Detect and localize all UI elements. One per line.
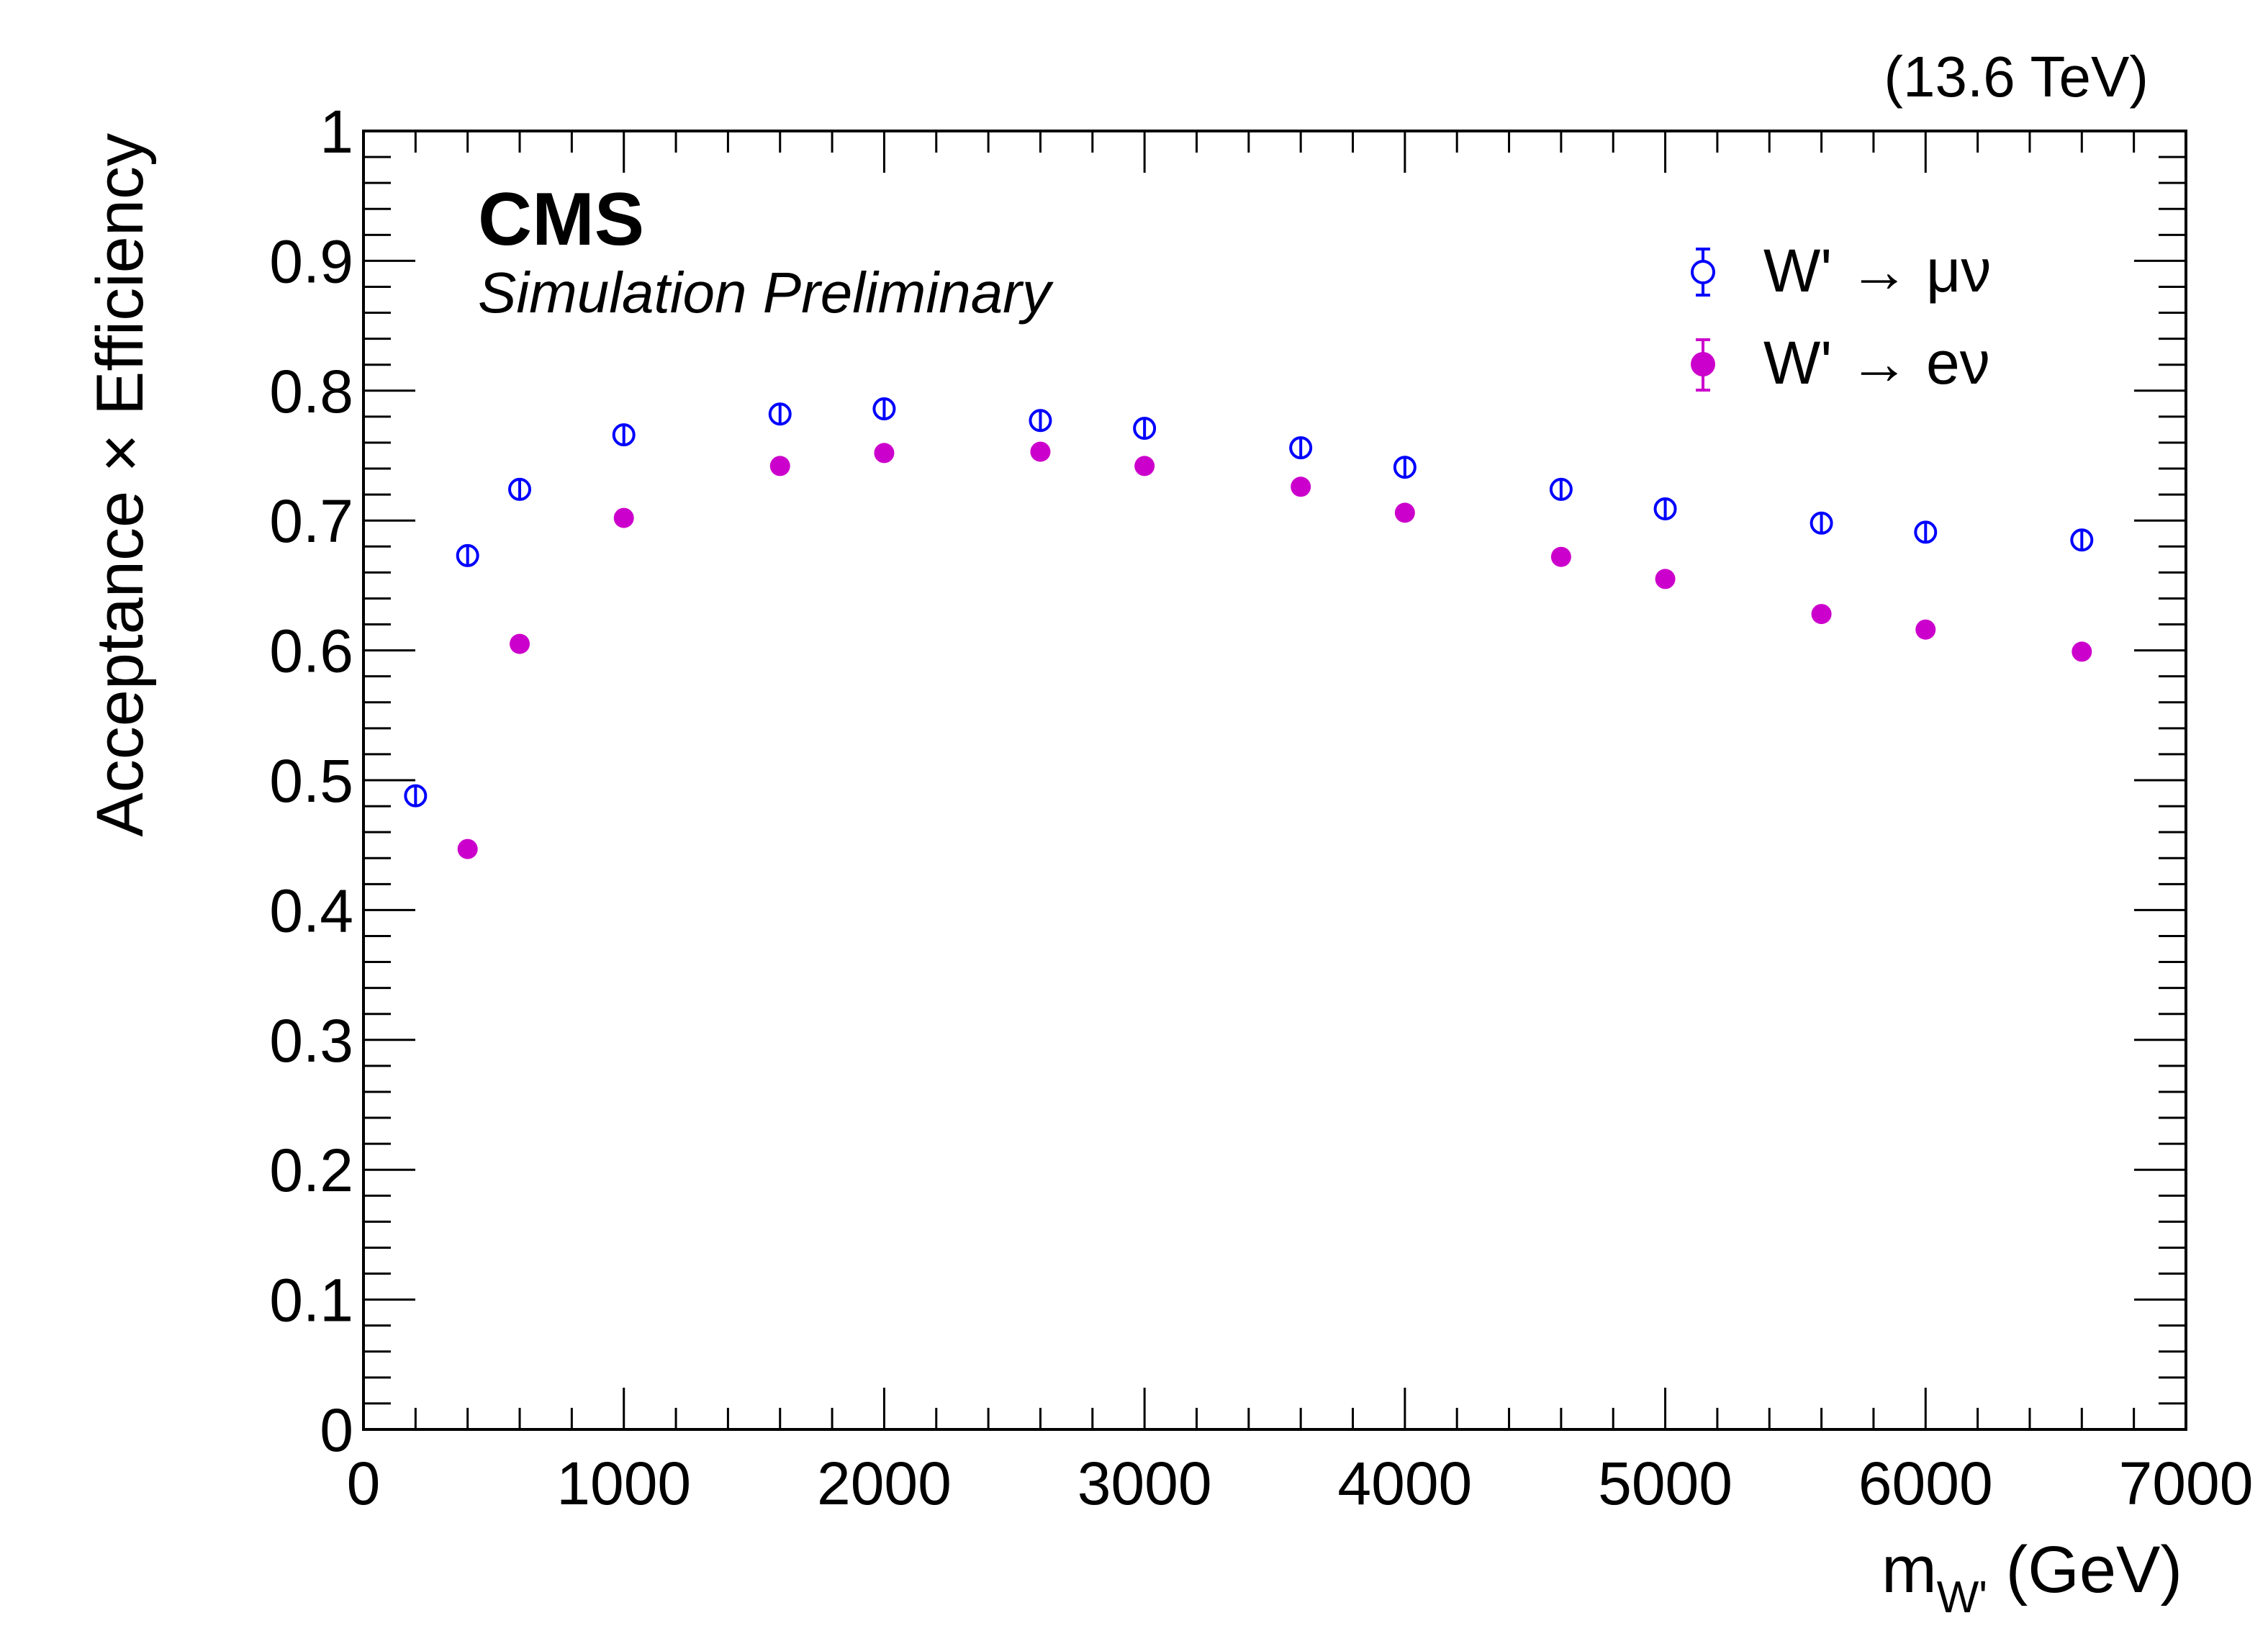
y-tick-label: 0.9 — [269, 227, 353, 295]
simulation-preliminary-label: Simulation Preliminary — [478, 261, 1054, 325]
data-point — [769, 456, 790, 476]
data-point — [1134, 456, 1155, 476]
y-tick-label: 0 — [320, 1396, 353, 1464]
data-point — [404, 784, 428, 808]
data-point — [1030, 441, 1051, 462]
data-point — [613, 507, 634, 528]
data-point — [1810, 511, 1833, 535]
series-munu — [404, 397, 2094, 808]
legend: W' → μν W' → eν — [1691, 237, 1991, 397]
y-tick-label: 0.7 — [269, 487, 353, 555]
data-point — [1394, 502, 1415, 523]
x-tick-label: 5000 — [1598, 1450, 1732, 1517]
data-point — [510, 633, 530, 654]
data-point — [768, 402, 792, 426]
y-tick-label: 0.6 — [269, 618, 353, 685]
y-tick-label: 0.8 — [269, 358, 353, 425]
legend-entry-munu: W' → μν — [1691, 237, 1991, 304]
data-point — [1291, 476, 1311, 497]
y-axis-title: Acceptance × Efficiency — [83, 133, 157, 837]
x-tick-label: 4000 — [1337, 1450, 1472, 1517]
data-point — [508, 477, 532, 501]
data-point — [1393, 456, 1417, 479]
data-point — [872, 397, 896, 421]
y-tick-label: 0.5 — [269, 747, 353, 815]
legend-marker-munu — [1691, 260, 1715, 284]
x-tick-label: 2000 — [817, 1450, 952, 1517]
data-point — [874, 443, 895, 464]
axis-ticks — [362, 130, 2187, 1431]
y-tick-label: 0.4 — [269, 877, 353, 944]
y-tick-labels: 0 0.1 0.2 0.3 0.4 0.5 0.6 0.7 0.8 0.9 1 — [269, 98, 353, 1464]
data-point — [1811, 604, 1832, 625]
x-tick-label: 6000 — [1858, 1450, 1993, 1517]
data-point — [2072, 641, 2092, 662]
data-point — [612, 423, 636, 447]
data-point — [1655, 569, 1676, 589]
y-tick-label: 0.1 — [269, 1267, 353, 1334]
cms-label: CMS — [478, 178, 644, 261]
data-point — [1653, 497, 1677, 520]
x-tick-labels: 0 1000 2000 3000 4000 5000 6000 7000 — [347, 1450, 2254, 1517]
data-point — [1133, 417, 1157, 440]
legend-label-munu: W' → μν — [1763, 237, 1991, 304]
data-point — [1289, 436, 1313, 460]
data-point — [1550, 546, 1571, 567]
x-tick-label: 3000 — [1077, 1450, 1212, 1517]
data-point — [1029, 409, 1052, 433]
legend-marker-enu — [1691, 352, 1715, 376]
data-point — [457, 839, 478, 859]
data-point — [1914, 520, 1938, 544]
data-series — [404, 397, 2094, 859]
series-enu — [457, 441, 2092, 859]
x-tick-label: 7000 — [2119, 1450, 2254, 1517]
y-tick-label: 1 — [320, 98, 353, 166]
data-point — [2070, 528, 2094, 552]
data-point — [1549, 477, 1573, 501]
legend-label-enu: W' → eν — [1763, 329, 1990, 397]
x-axis-title: mW' (GeV) — [1881, 1533, 2182, 1622]
x-tick-label: 0 — [347, 1450, 381, 1517]
y-tick-label: 0.2 — [269, 1136, 353, 1204]
x-tick-label: 1000 — [556, 1450, 691, 1517]
y-tick-label: 0.3 — [269, 1007, 353, 1075]
legend-entry-enu: W' → eν — [1691, 329, 1990, 397]
data-point — [456, 543, 479, 567]
energy-label: (13.6 TeV) — [1884, 45, 2149, 109]
data-point — [1915, 619, 1936, 640]
